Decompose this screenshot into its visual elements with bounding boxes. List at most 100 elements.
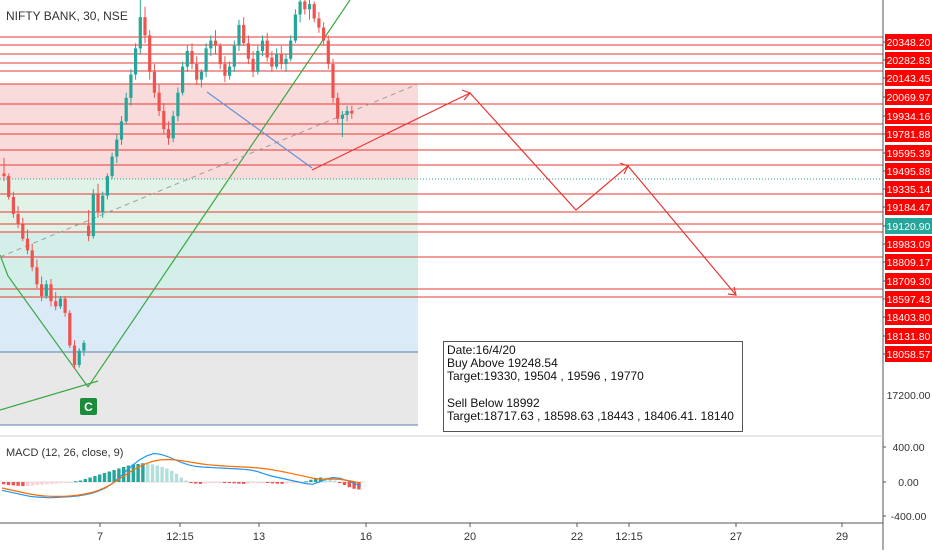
macd-axis-label: 400.00 — [892, 442, 924, 454]
candle-body — [105, 176, 109, 196]
candle-body — [35, 267, 39, 285]
macd-hist-bar — [98, 474, 102, 482]
candle-body — [7, 176, 11, 197]
price-label-bg — [885, 52, 932, 68]
candle-body — [293, 14, 297, 41]
time-tick-label: 20 — [464, 531, 476, 543]
candle-body — [242, 24, 246, 44]
macd-hist-bar — [150, 464, 155, 482]
macd-hist-bar — [6, 482, 11, 485]
macd-line — [1, 452, 361, 499]
macd-hist-bar — [112, 470, 116, 482]
candle-body — [322, 27, 326, 41]
macd-hist-bar — [174, 473, 179, 482]
macd-hist-bar — [294, 482, 299, 483]
candle-body — [303, 1, 307, 10]
macd-hist-bar — [256, 482, 260, 483]
candle-body — [326, 40, 330, 65]
price-label: 19781.88 — [887, 129, 931, 141]
price-label: 18709.30 — [887, 276, 931, 288]
candle-body — [232, 45, 236, 67]
macd-hist-bar — [285, 482, 289, 484]
macd-hist-bar — [246, 482, 251, 484]
macd-hist-bar — [136, 464, 140, 482]
zone-blue — [0, 299, 418, 352]
macd-hist-bar — [11, 482, 15, 486]
macd-hist-bar — [93, 476, 97, 482]
time-tick-label: 27 — [730, 531, 742, 543]
channel-blue — [206, 91, 313, 169]
candle-body — [279, 53, 283, 65]
time-tick-label: 13 — [253, 531, 265, 543]
macd-hist-bar — [26, 482, 30, 486]
candle-body — [270, 57, 274, 67]
price-label-bg — [885, 89, 932, 105]
candle-body — [110, 156, 114, 177]
macd-hist-bar — [222, 482, 227, 483]
macd-hist-bar — [309, 479, 313, 482]
macd-hist-bar — [64, 482, 68, 483]
candle-body — [21, 224, 25, 239]
candle-body — [77, 350, 81, 366]
candle-body — [148, 35, 152, 72]
macd-hist-bar — [54, 482, 59, 484]
candle-body — [152, 71, 156, 93]
candle-body — [16, 213, 20, 225]
candle-body — [134, 48, 138, 75]
macd-hist-bar — [88, 477, 92, 482]
channel-dashed — [0, 83, 419, 258]
macd-hist-bar — [16, 482, 20, 486]
price-label: 20282.83 — [887, 55, 931, 67]
macd-hist-bar — [102, 473, 107, 482]
candle-body — [138, 17, 142, 49]
price-label-bg — [885, 181, 932, 197]
price-label: 18058.57 — [887, 349, 931, 361]
time-tick-label: 29 — [836, 531, 848, 543]
macd-hist-bar — [78, 480, 83, 482]
macd-hist-bar — [126, 465, 131, 482]
candle-body — [101, 195, 105, 213]
trend-line-lower — [0, 380, 99, 411]
candle-body — [54, 301, 58, 307]
candle-body — [256, 51, 260, 72]
note-buy: Buy Above 19248.54 — [447, 356, 558, 371]
macd-hist-bar — [141, 463, 145, 482]
time-tick-label: 7 — [97, 531, 103, 543]
candle-body — [166, 129, 171, 139]
macd-hist-bar — [218, 482, 222, 483]
candle-body — [185, 51, 189, 67]
macd-hist-bar — [2, 482, 6, 485]
macd-hist-bar — [275, 482, 279, 484]
candle-body — [312, 4, 316, 19]
candle-body — [209, 40, 213, 49]
candle-body — [143, 17, 147, 36]
price-label-bg — [885, 309, 932, 325]
macd-signal-line — [1, 458, 361, 498]
price-label: 19120.90 — [887, 221, 931, 233]
price-label: 19495.88 — [887, 166, 931, 178]
candle-body — [265, 40, 269, 58]
candle-body — [307, 4, 312, 10]
price-label: 19934.16 — [887, 111, 931, 123]
candle-body — [284, 58, 288, 65]
macd-hist-bar — [261, 482, 265, 483]
macd-hist-bar — [242, 482, 246, 484]
candle-body — [204, 48, 208, 72]
price-tick-label: 17200.00 — [887, 390, 931, 402]
macd-hist-bar — [333, 480, 337, 482]
price-label-bg — [885, 273, 932, 289]
macd-hist-bar — [165, 468, 169, 482]
price-label-bg — [885, 34, 932, 50]
candle-body — [336, 97, 340, 119]
price-label-bg — [885, 218, 932, 234]
price-label-bg — [885, 126, 932, 142]
symbol-title: NIFTY BANK, 30, NSE — [6, 9, 128, 23]
price-label-bg — [885, 236, 932, 252]
candle-body — [213, 40, 218, 46]
candle-body — [115, 139, 119, 157]
price-label-bg — [885, 163, 932, 179]
candle-body — [68, 312, 72, 346]
macd-axis-label: 0.00 — [898, 477, 919, 489]
candle-body — [199, 71, 203, 80]
